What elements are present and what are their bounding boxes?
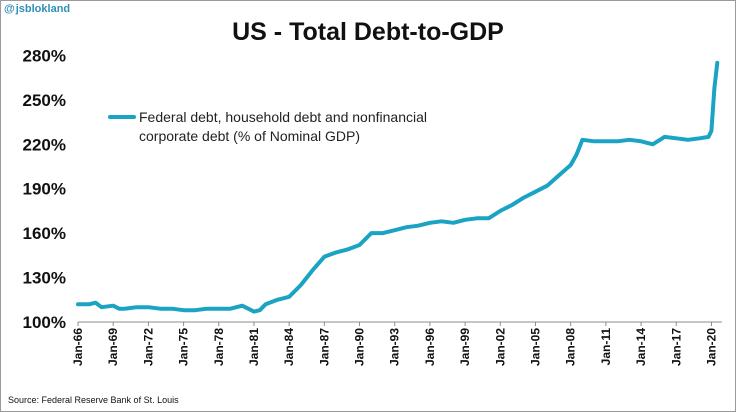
source-note: Source: Federal Reserve Bank of St. Loui… [8,395,179,405]
x-tick-label: Jan-14 [634,328,648,366]
chart-title: US - Total Debt-to-GDP [232,18,504,46]
x-tick-label: Jan-75 [177,328,191,366]
x-tick-label: Jan-08 [564,328,578,366]
at-icon: @ [4,3,15,15]
x-tick-label: Jan-78 [212,328,226,366]
x-tick-label: Jan-93 [388,328,402,366]
x-tick-label: Jan-11 [599,328,613,366]
legend-label-line-2: corporate debt (% of Nominal GDP) [139,128,360,144]
y-tick-label: 220% [23,135,66,154]
y-tick-label: 130% [23,269,66,288]
x-axis: Jan-66 Jan-69 Jan-72 Jan-75 Jan-78 Jan-81 Jan-… [71,322,718,366]
watermark-handle: jsblokland [15,3,71,15]
y-tick-label: 250% [23,91,66,110]
y-tick-label: 190% [23,180,66,199]
x-tick-label: Jan-20 [704,328,718,366]
y-tick-label: 100% [23,313,66,332]
x-tick-label: Jan-05 [528,328,542,366]
x-tick-label: Jan-99 [458,328,472,366]
legend-label-line-1: Federal debt, household debt and nonfina… [139,109,427,125]
y-axis: 100% 130% 160% 190% 220% 250% 280% [23,46,66,332]
legend: Federal debt, household debt and nonfina… [108,109,427,144]
series-line [76,60,720,314]
x-tick-label: Jan-72 [141,328,155,366]
watermark: @jsblokland [4,3,70,15]
x-tick-label: Jan-66 [71,328,85,366]
x-tick-label: Jan-81 [247,328,261,366]
x-tick-label: Jan-69 [106,328,120,366]
x-tick-label: Jan-17 [669,328,683,366]
x-tick-label: Jan-84 [282,328,296,366]
x-tick-label: Jan-87 [317,328,331,366]
y-tick-label: 280% [23,46,66,65]
x-tick-label: Jan-96 [423,328,437,366]
y-tick-label: 160% [23,224,66,243]
x-tick-label: Jan-90 [353,328,367,366]
x-tick-label: Jan-02 [493,328,507,366]
